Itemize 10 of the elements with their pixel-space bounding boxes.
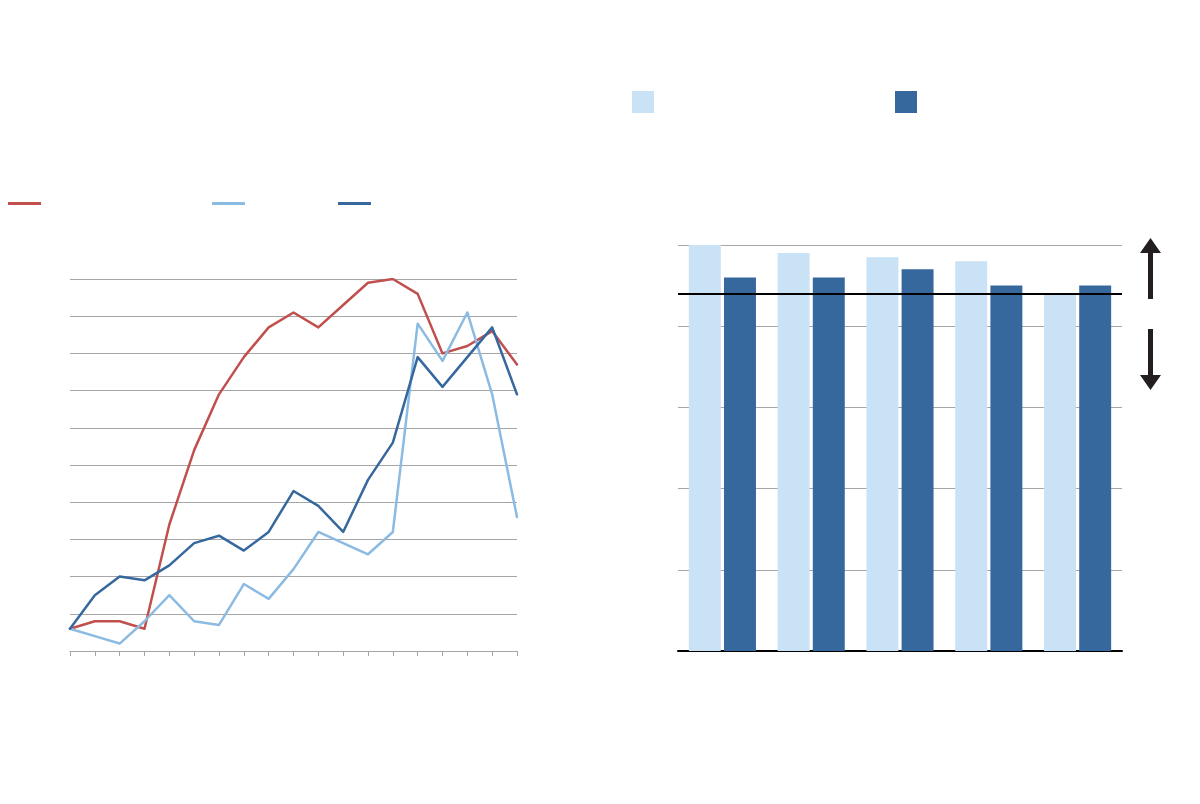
bar (812, 277, 845, 651)
bar (777, 253, 810, 651)
bar (955, 261, 988, 651)
bar (866, 257, 899, 651)
bar (1079, 285, 1112, 651)
bar (990, 285, 1023, 651)
bar (1044, 293, 1076, 651)
bar (901, 269, 934, 651)
bar (688, 245, 721, 651)
bar (724, 277, 756, 651)
